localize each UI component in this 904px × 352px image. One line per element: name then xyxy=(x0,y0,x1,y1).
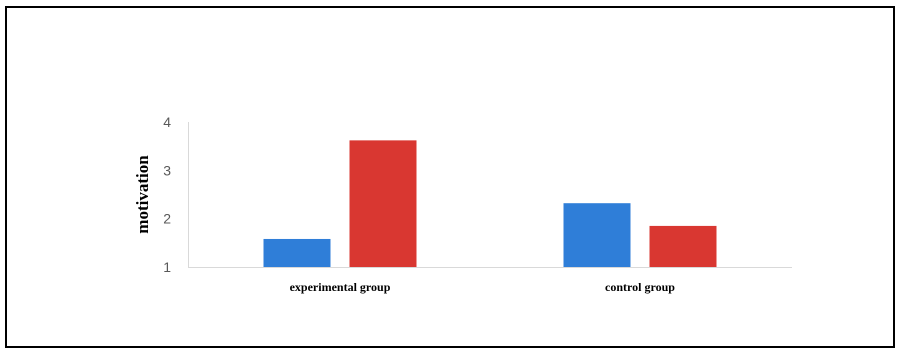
y-tick-label: 2 xyxy=(163,211,171,227)
chart-frame xyxy=(5,6,895,348)
bar-control-series-2 xyxy=(649,225,717,267)
bar-experimental-series-2 xyxy=(349,140,417,267)
y-tick-label: 4 xyxy=(163,114,171,130)
bars xyxy=(263,140,717,267)
y-tick-label: 3 xyxy=(163,162,171,178)
x-category-label: control group xyxy=(605,280,675,294)
y-axis-ticks: 1 2 3 4 xyxy=(163,114,171,275)
y-tick-label: 1 xyxy=(163,259,171,275)
x-category-label: experimental group xyxy=(290,280,391,294)
x-axis-category-labels: experimental group control group xyxy=(290,280,676,294)
y-axis-title: motivation xyxy=(133,155,152,234)
bar-experimental-series-1 xyxy=(263,238,331,267)
bar-control-series-1 xyxy=(563,203,631,267)
